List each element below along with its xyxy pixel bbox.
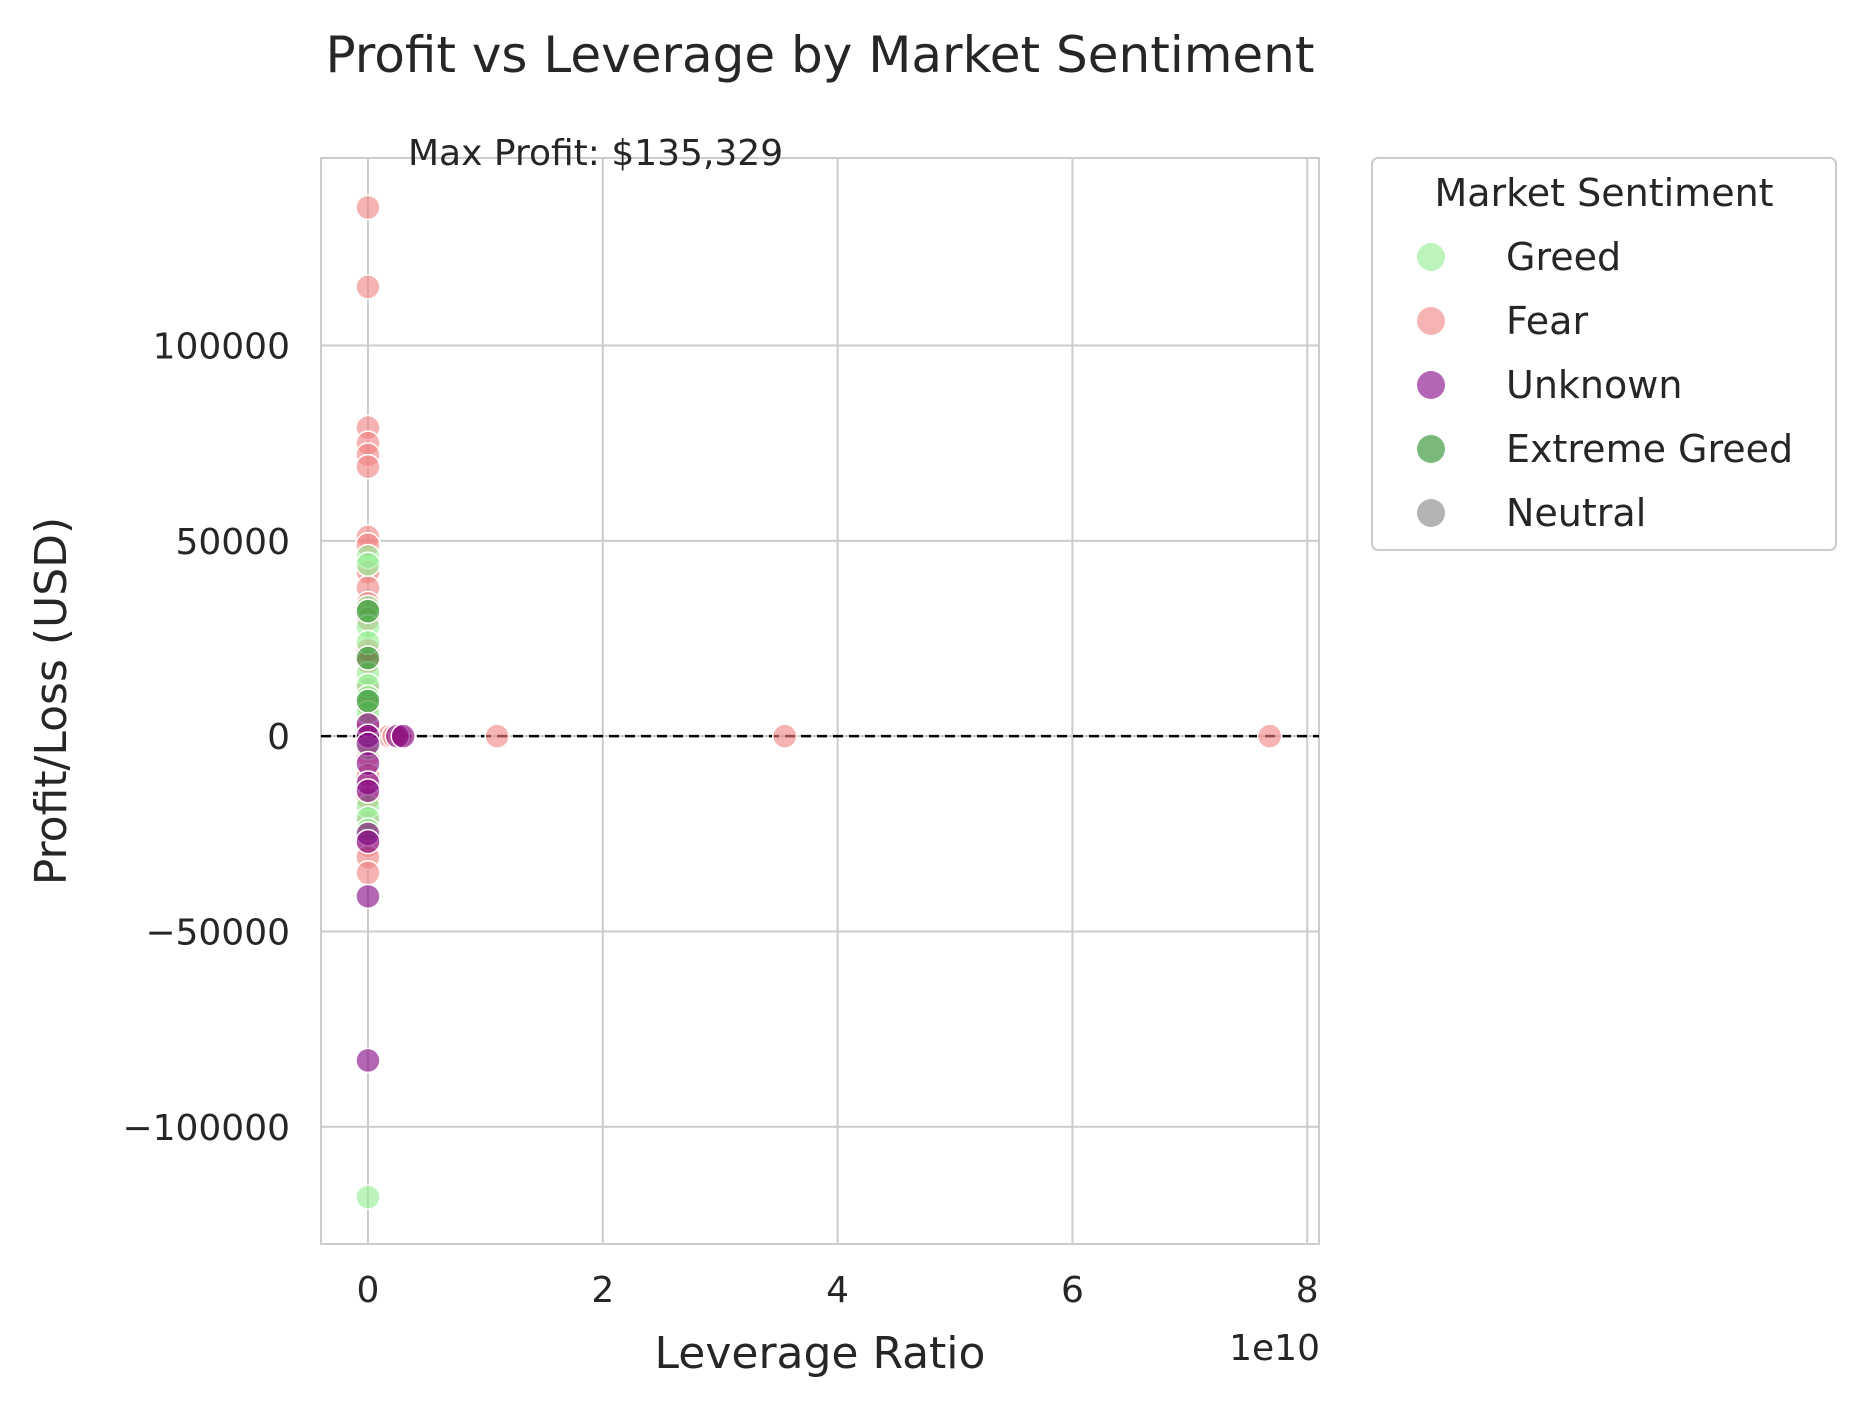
x-tick-label: 0 bbox=[357, 1270, 380, 1311]
plot-area-border bbox=[320, 157, 1320, 1245]
x-axis-offset-label: 1e10 bbox=[1229, 1328, 1320, 1369]
point-fear bbox=[1256, 723, 1283, 749]
point-fear bbox=[355, 194, 381, 221]
y-tick-labels: 100000 50000 0 −50000 −100000 bbox=[122, 327, 290, 1149]
point-extreme-greed bbox=[355, 645, 381, 671]
legend-marker-unknown bbox=[1417, 371, 1445, 399]
legend-marker-neutral bbox=[1417, 499, 1445, 527]
legend-label-unknown: Unknown bbox=[1506, 363, 1682, 407]
legend-entries: Greed Fear Unknown Extreme Greed Neutral bbox=[1417, 235, 1793, 535]
legend-label-extreme-greed: Extreme Greed bbox=[1506, 427, 1793, 471]
y-axis-label: Profit/Loss (USD) bbox=[26, 517, 77, 885]
y-tick-label: 100000 bbox=[153, 327, 290, 368]
legend-label-greed: Greed bbox=[1506, 235, 1621, 279]
legend-marker-greed bbox=[1417, 243, 1445, 271]
legend-title: Market Sentiment bbox=[1434, 171, 1773, 215]
legend: Market Sentiment Greed Fear Unknown Extreme… bbox=[1371, 157, 1837, 551]
point-unknown bbox=[355, 1047, 381, 1074]
x-tick-label: 4 bbox=[826, 1270, 849, 1311]
point-greed bbox=[355, 551, 381, 578]
point-fear bbox=[772, 723, 798, 749]
point-fear bbox=[355, 453, 381, 480]
x-tick-label: 6 bbox=[1061, 1270, 1084, 1311]
point-greed bbox=[355, 1184, 381, 1210]
point-unknown bbox=[355, 778, 381, 804]
data-points bbox=[355, 194, 1283, 1210]
y-tick-label: 0 bbox=[267, 717, 290, 758]
y-tick-label: −50000 bbox=[145, 912, 290, 953]
legend-marker-extreme-greed bbox=[1417, 435, 1445, 463]
y-tick-label: −100000 bbox=[122, 1108, 290, 1149]
point-fear bbox=[355, 274, 381, 300]
point-extreme-greed bbox=[355, 688, 381, 714]
chart-title: Profit vs Leverage by Market Sentiment bbox=[326, 26, 1315, 84]
x-tick-labels: 0 2 4 6 8 bbox=[357, 1270, 1319, 1311]
point-fear bbox=[355, 860, 381, 886]
legend-label-neutral: Neutral bbox=[1506, 491, 1646, 535]
point-unknown bbox=[390, 723, 416, 749]
x-tick-label: 2 bbox=[591, 1270, 614, 1311]
x-tick-label: 8 bbox=[1296, 1270, 1319, 1311]
annotation-max-profit: Max Profit: $135,329 bbox=[408, 133, 783, 174]
y-tick-label: 50000 bbox=[175, 522, 290, 563]
legend-box bbox=[1371, 157, 1837, 551]
point-fear bbox=[484, 723, 510, 749]
point-unknown bbox=[355, 883, 381, 910]
legend-marker-fear bbox=[1417, 307, 1445, 335]
x-axis-label: Leverage Ratio bbox=[655, 1328, 986, 1379]
legend-label-fear: Fear bbox=[1506, 299, 1588, 343]
point-unknown bbox=[355, 828, 381, 855]
point-extreme-greed bbox=[355, 598, 381, 624]
